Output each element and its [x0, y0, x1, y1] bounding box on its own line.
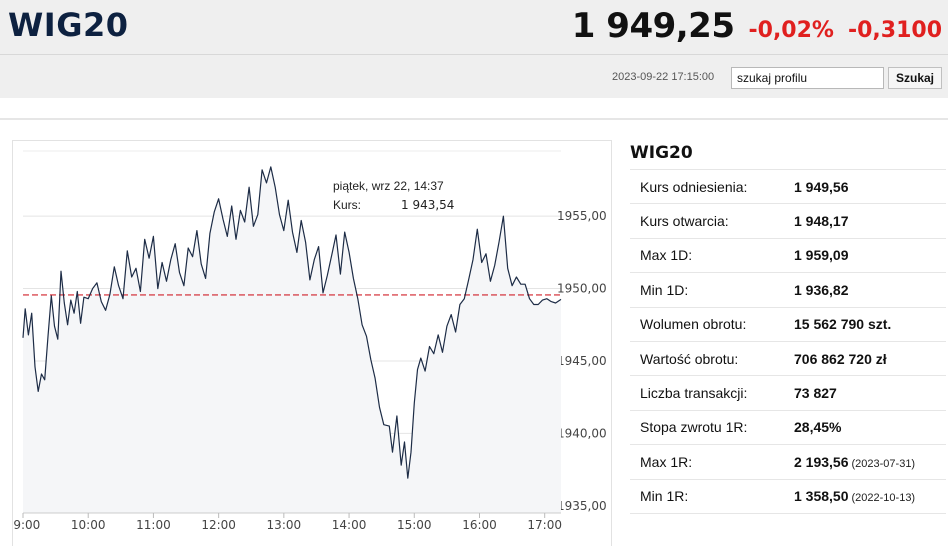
stats-row: Kurs otwarcia: 1 948,17 [630, 203, 946, 239]
stats-value: 1 948,17 [794, 203, 946, 239]
stats-value-text: 1 358,50 [794, 488, 849, 505]
stats-value-text: 706 862 720 zł [794, 350, 887, 367]
series-line [22, 166, 562, 479]
x-tick-label: 13:00 [267, 518, 302, 532]
series-area [23, 166, 561, 513]
stats-label: Kurs odniesienia: [630, 168, 794, 204]
stats-date: (2023-07-31) [851, 457, 916, 470]
search-button[interactable]: Szukaj [888, 67, 942, 89]
stats-value-text: 1 949,56 [794, 178, 849, 195]
x-tick-label: 14:00 [332, 518, 367, 532]
stats-label: Min 1R: [630, 478, 794, 514]
stats-row: Wolumen obrotu: 15 562 790 szt. [630, 306, 946, 342]
stats-value-text: 73 827 [794, 385, 837, 402]
x-tick-label: 11:00 [136, 518, 171, 532]
stats-label: Max 1R: [630, 444, 794, 480]
stats-value: 1 358,50 (2022-10-13) [794, 478, 946, 514]
stats-value-text: 28,45% [794, 419, 842, 436]
stats-row: Liczba transakcji: 73 827 [630, 375, 946, 411]
stats-row: Max 1D: 1 959,09 [630, 237, 946, 273]
stats-value: 2 193,56 (2023-07-31) [794, 444, 946, 480]
stats-row: Wartość obrotu: 706 862 720 zł [630, 340, 946, 376]
stats-value: 1 949,56 [794, 168, 946, 204]
stats-label: Wartość obrotu: [630, 340, 794, 376]
stats-value: 706 862 720 zł [794, 340, 946, 376]
stats-value-text: 15 562 790 szt. [794, 316, 892, 333]
stats-value: 1 936,82 [794, 272, 946, 308]
stats-value-text: 1 948,17 [794, 213, 849, 230]
x-tick-label: 09:00 [13, 518, 40, 532]
profile-search-input[interactable] [731, 67, 884, 89]
stats-label: Wolumen obrotu: [630, 306, 794, 342]
stats-value: 28,45% [794, 409, 946, 445]
stats-value: 73 827 [794, 375, 946, 411]
stats-row: Stopa zwrotu 1R: 28,45% [630, 409, 946, 445]
x-tick-label: 17:00 [527, 518, 562, 532]
stats-panel: WIG20 Kurs odniesienia: 1 949,56 Kurs otwa… [630, 140, 946, 514]
stats-row: Kurs odniesienia: 1 949,56 [630, 168, 946, 204]
quote-box: 1 949,25 -0,02% -0,3100 [572, 6, 942, 46]
header-bar: WIG20 1 949,25 -0,02% -0,3100 2023-09-22… [0, 0, 948, 98]
index-title: WIG20 [8, 6, 129, 44]
current-price: 1 949,25 [571, 6, 735, 46]
stats-label: Min 1D: [630, 272, 794, 308]
y-tick-label: 1945,00 [557, 354, 607, 368]
stats-label: Kurs otwarcia: [630, 203, 794, 239]
quote-timestamp: 2023-09-22 17:15:00 [612, 71, 715, 83]
tooltip-label: Kurs: [333, 198, 362, 212]
x-tick-label: 15:00 [397, 518, 432, 532]
stats-value-text: 1 936,82 [794, 281, 849, 298]
stats-title: WIG20 [630, 143, 693, 163]
x-tick-label: 16:00 [462, 518, 497, 532]
y-tick-label: 1950,00 [557, 282, 607, 296]
y-tick-label: 1935,00 [557, 499, 607, 513]
y-tick-label: 1940,00 [557, 426, 607, 440]
header-divider [0, 54, 948, 55]
stats-value: 15 562 790 szt. [794, 306, 946, 342]
y-tick-label: 1955,00 [557, 209, 607, 223]
stats-table: Kurs odniesienia: 1 949,56 Kurs otwarcia: 1… [630, 168, 946, 514]
stats-label: Liczba transakcji: [630, 375, 794, 411]
change-absolute: -0,3100 [847, 18, 942, 43]
chart-canvas: 1935,00 1940,00 1945,00 1950,00 1955,00 09:00… [13, 150, 607, 532]
section-divider [0, 118, 948, 120]
stats-value: 1 959,09 [794, 237, 946, 273]
stats-row: Min 1R: 1 358,50 (2022-10-13) [630, 478, 946, 514]
tooltip-value: 1 943,54 [401, 198, 455, 212]
stats-row: Min 1D: 1 936,82 [630, 272, 946, 308]
chart-tooltip: piątek, wrz 22, 14:37 Kurs: 1 943,54 [333, 177, 454, 215]
stats-value-text: 1 959,09 [794, 247, 849, 264]
stats-date: (2022-10-13) [851, 492, 916, 505]
intraday-chart[interactable]: 1935,00 1940,00 1945,00 1950,00 1955,00 09:00… [12, 140, 612, 546]
tooltip-date: piątek, wrz 22, 14:37 [333, 179, 444, 193]
stats-value-text: 2 193,56 [794, 453, 849, 470]
stats-label: Stopa zwrotu 1R: [630, 409, 794, 445]
x-tick-label: 10:00 [71, 518, 106, 532]
x-tick-label: 12:00 [201, 518, 236, 532]
stats-label: Max 1D: [630, 237, 794, 273]
stats-row: Max 1R: 2 193,56 (2023-07-31) [630, 444, 946, 480]
change-percent: -0,02% [748, 18, 834, 43]
